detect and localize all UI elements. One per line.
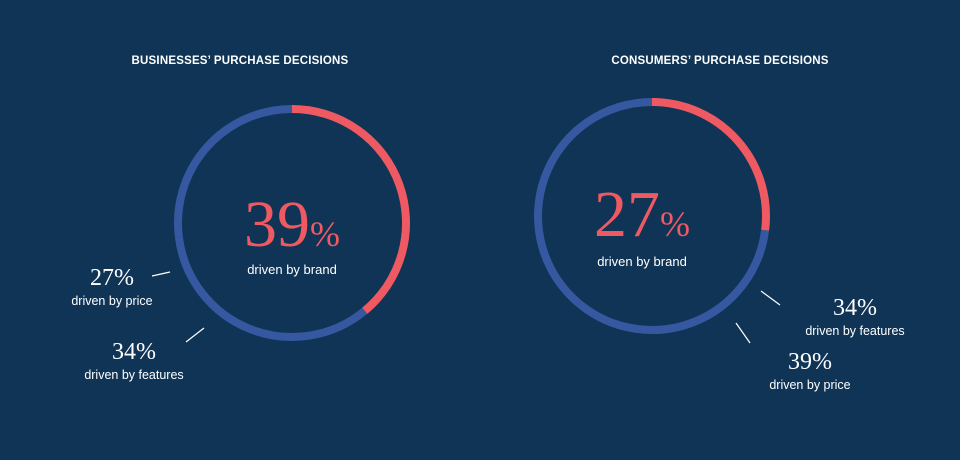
businesses-chart: BUSINESSES’ PURCHASE DECISIONS 39% drive…	[52, 55, 410, 382]
chart-title: CONSUMERS’ PURCHASE DECISIONS	[611, 55, 829, 67]
price-label: driven by price	[71, 294, 153, 308]
consumers-donut	[534, 98, 781, 344]
donut-slice-driven-by-price	[534, 98, 653, 307]
center-value: 39%	[192, 192, 392, 258]
donut-slice-driven-by-features	[174, 236, 368, 341]
center-unit: %	[660, 204, 690, 244]
leader-line-price	[735, 322, 751, 344]
annotation-features: 34% driven by features	[790, 296, 920, 338]
consumers-chart: CONSUMERS’ PURCHASE DECISIONS 27% driven…	[480, 0, 960, 460]
chart-title: BUSINESSES’ PURCHASE DECISIONS	[131, 55, 349, 67]
price-value: 39%	[788, 349, 832, 375]
annotation-features: 34% driven by features	[64, 340, 204, 382]
donut-slice-driven-by-features	[576, 229, 770, 334]
price-label: driven by price	[769, 378, 851, 392]
donut-slice-driven-by-brand	[291, 105, 410, 314]
center-value: 27%	[542, 182, 742, 248]
features-value: 34%	[833, 295, 877, 321]
leader-line-features	[185, 327, 205, 343]
annotation-price: 27% driven by price	[52, 266, 172, 308]
businesses-donut	[151, 105, 410, 343]
leader-line-price	[151, 271, 171, 277]
donut-slice-driven-by-brand	[651, 98, 770, 231]
annotation-price: 39% driven by price	[750, 350, 870, 392]
donut-slice-driven-by-price	[174, 105, 293, 238]
features-value: 34%	[112, 339, 156, 365]
center-number: 39	[244, 188, 310, 261]
features-label: driven by features	[84, 368, 184, 382]
price-value: 27%	[90, 265, 134, 291]
center-number: 27	[594, 178, 660, 251]
center-label: driven by brand	[597, 254, 687, 269]
center-label: driven by brand	[247, 262, 337, 277]
center-unit: %	[310, 214, 340, 254]
features-label: driven by features	[805, 324, 905, 338]
leader-line-features	[760, 290, 781, 306]
